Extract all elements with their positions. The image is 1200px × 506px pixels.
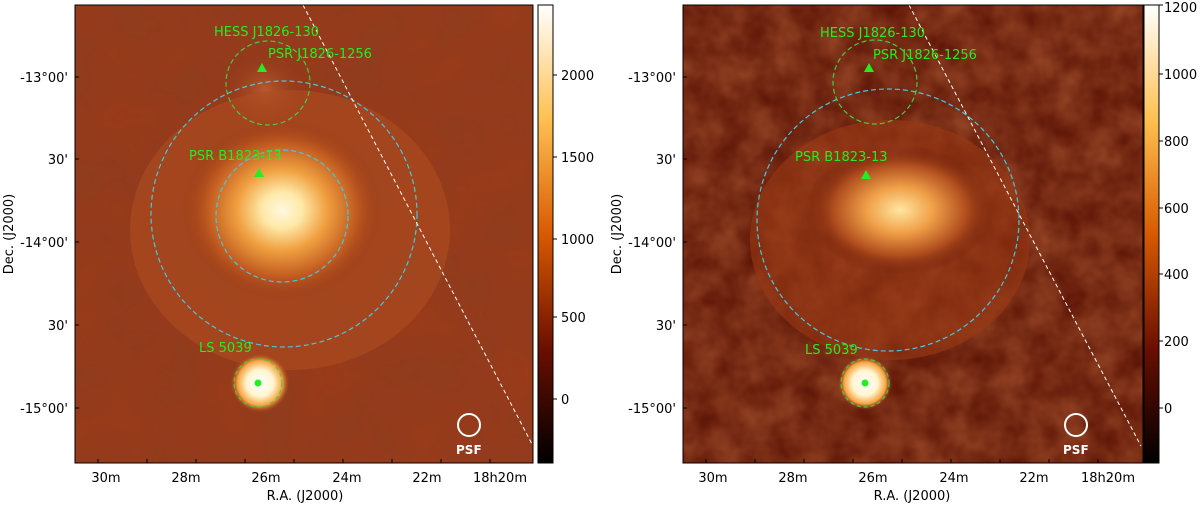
right-panel: HESS J1826-130 PSR J1826-1256 PSR B1823-… <box>600 0 1200 506</box>
left-label-psr-j1826: PSR J1826-1256 <box>268 47 372 62</box>
right-hess-region <box>832 39 918 125</box>
left-xtick-3: 26m <box>251 471 280 486</box>
left-ytick-3: -14°00' <box>20 236 68 251</box>
right-label-ls5039: LS 5039 <box>805 343 858 358</box>
right-cbtick-400: 400 <box>1164 268 1189 283</box>
left-xtick-1: 30m <box>91 471 120 486</box>
right-ls5039-marker <box>861 379 869 387</box>
left-psr-b1823-marker <box>254 168 264 177</box>
right-ls-region <box>840 358 890 408</box>
right-xtick-6: 18h20m <box>1081 471 1135 486</box>
left-xtick-6: 18h20m <box>473 471 527 486</box>
right-xtick-2: 28m <box>778 471 807 486</box>
right-galactic-plane <box>908 4 1142 447</box>
right-cbtick-600: 600 <box>1164 202 1189 217</box>
left-label-hess: HESS J1826-130 <box>214 25 319 40</box>
right-ytick-5: -15°00' <box>628 402 676 417</box>
right-ytick-2: 30' <box>656 153 676 168</box>
left-inner-region <box>215 149 349 283</box>
right-label-hess: HESS J1826-130 <box>820 26 925 41</box>
left-cbtick-1500: 1500 <box>561 151 594 166</box>
left-ytick-5: -15°00' <box>20 402 68 417</box>
right-colorbar <box>1143 4 1160 464</box>
left-sky-map: HESS J1826-130 PSR J1826-1256 PSR B1823-… <box>2 4 594 504</box>
right-outer-region <box>756 88 1020 352</box>
right-ytick-3: -14°00' <box>628 236 676 251</box>
left-xtick-4: 24m <box>332 471 361 486</box>
right-cbtick-200: 200 <box>1164 335 1189 350</box>
right-sky-map: HESS J1826-130 PSR J1826-1256 PSR B1823-… <box>610 1 1197 504</box>
right-ytick-4: 30' <box>656 319 676 334</box>
left-cbtick-0: 0 <box>561 393 569 408</box>
right-ylabel: Dec. (J2000) <box>610 194 625 274</box>
right-xtick-5: 22m <box>1019 471 1048 486</box>
right-cbtick-1200: 1200 <box>1164 1 1197 16</box>
left-outer-region <box>150 80 418 348</box>
right-cbtick-1000: 1000 <box>1164 68 1197 83</box>
left-label-ls5039: LS 5039 <box>199 341 252 356</box>
left-ytick-1: -13°00' <box>20 71 68 86</box>
left-cbtick-2000: 2000 <box>561 69 594 84</box>
left-panel: HESS J1826-130 PSR J1826-1256 PSR B1823-… <box>2 4 594 504</box>
left-ylabel: Dec. (J2000) <box>2 194 17 274</box>
left-cbtick-500: 500 <box>561 311 586 326</box>
right-xlabel: R.A. (J2000) <box>874 489 951 504</box>
left-xlabel: R.A. (J2000) <box>267 489 344 504</box>
left-colorbar <box>537 4 554 464</box>
left-cbtick-1000: 1000 <box>561 233 594 248</box>
right-psf-label: PSF <box>1063 443 1089 457</box>
left-psr-j1826-marker <box>257 63 267 72</box>
left-ytick-4: 30' <box>48 319 68 334</box>
right-ytick-1: -13°00' <box>628 71 676 86</box>
right-label-psr-b1823: PSR B1823-13 <box>795 150 888 165</box>
left-label-psr-b1823: PSR B1823-13 <box>189 149 282 164</box>
right-psf-circle <box>1064 413 1088 437</box>
right-cbtick-0: 0 <box>1164 402 1172 417</box>
left-ls5039-marker <box>254 379 262 387</box>
right-xtick-4: 24m <box>939 471 968 486</box>
right-cbtick-800: 800 <box>1164 135 1189 150</box>
right-label-psr-j1826: PSR J1826-1256 <box>873 48 977 63</box>
right-xtick-1: 30m <box>698 471 727 486</box>
left-galactic-plane <box>302 4 534 447</box>
left-xtick-2: 28m <box>171 471 200 486</box>
right-psr-j1826-marker <box>864 63 874 72</box>
left-xtick-5: 22m <box>412 471 441 486</box>
right-psr-b1823-marker <box>861 170 871 179</box>
left-ytick-2: 30' <box>48 153 68 168</box>
right-xtick-3: 26m <box>858 471 887 486</box>
left-psf-circle <box>457 413 481 437</box>
left-ls-region <box>233 358 283 408</box>
left-psf-label: PSF <box>456 443 482 457</box>
